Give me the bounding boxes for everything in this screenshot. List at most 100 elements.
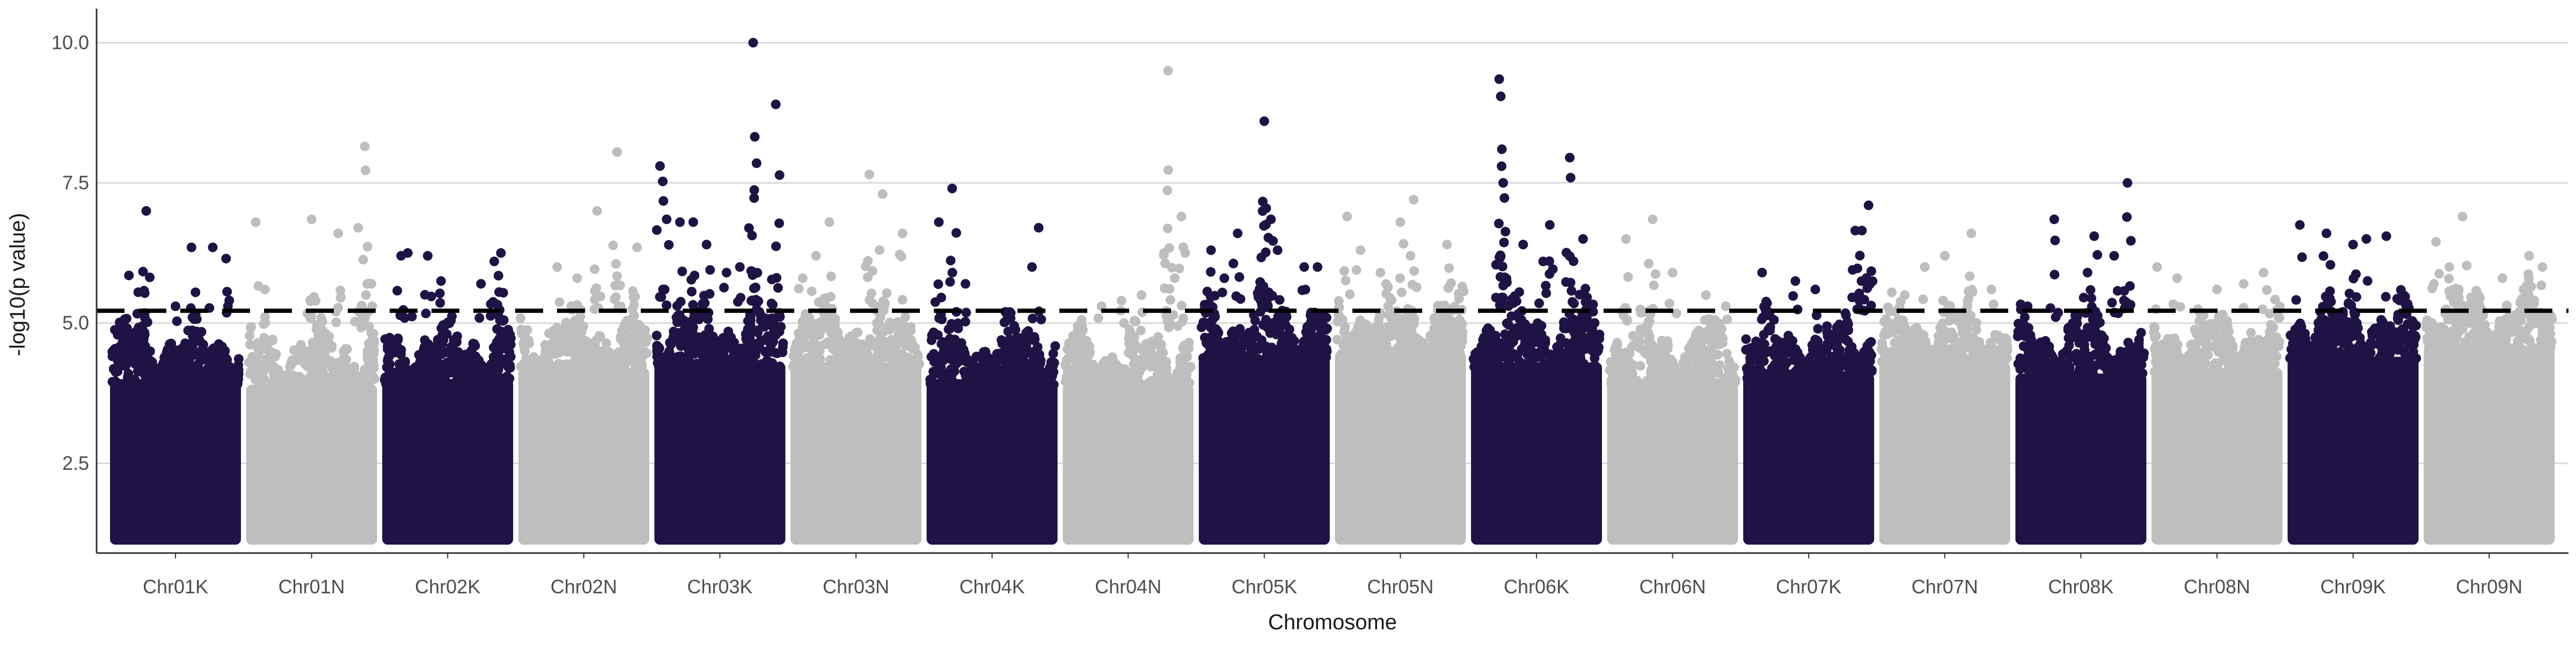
data-point [1623,272,1633,282]
data-point [1234,272,1244,282]
peak-point [1206,245,1216,255]
data-point [380,335,390,344]
data-point [623,338,633,347]
data-point [427,292,436,301]
data-point [880,302,889,311]
data-point [750,132,759,142]
data-point [257,376,266,386]
chromosome-series-chr03n [788,170,924,544]
data-point [1853,374,1863,384]
data-point [555,297,565,307]
data-point [122,314,131,323]
data-point [1280,315,1290,324]
data-point [1649,280,1659,290]
peak-point [496,248,506,258]
data-point [1002,380,1012,389]
data-point [365,371,375,381]
peak-point [961,279,970,289]
data-point [482,369,492,379]
data-point [1855,251,1865,260]
data-point [863,256,873,266]
data-point [1800,373,1810,382]
data-point [1517,325,1527,335]
data-point [1582,344,1592,353]
data-point [798,322,808,331]
data-point [1147,376,1157,386]
chromosome-series-chr02n [516,147,652,544]
data-point [1389,315,1399,325]
data-point [1649,378,1658,388]
data-point [1501,227,1510,236]
data-point [501,344,511,354]
data-point [1409,266,1419,276]
data-point [738,351,748,361]
data-point [863,272,873,282]
data-point [198,343,208,352]
data-point [1791,350,1801,360]
data-point [1180,343,1189,353]
dense-points-block [791,362,921,544]
data-point [602,338,611,348]
data-point [1266,328,1276,338]
data-point [1571,362,1580,372]
data-point [486,299,496,309]
data-point [1803,360,1813,370]
data-point [1855,296,1864,306]
data-point [635,365,645,375]
peak-point [1034,223,1043,232]
data-point [516,314,525,323]
data-point [1652,357,1662,367]
data-point [1304,344,1313,353]
data-point [214,379,224,389]
data-point [1786,339,1796,348]
data-point [1642,349,1651,359]
data-point [224,376,234,386]
peak-point [221,254,231,264]
peak-point [722,268,731,278]
data-point [1704,360,1714,369]
data-point [1163,223,1173,233]
data-point [1396,323,1406,333]
dense-points-block [1471,362,1602,544]
data-point [1841,308,1850,318]
data-point [1013,380,1022,389]
data-point [1518,345,1528,355]
data-point [655,344,664,353]
data-point [350,317,360,326]
data-point [1741,335,1751,344]
data-point [632,326,642,336]
data-point [1967,285,1977,294]
data-point [1631,376,1641,386]
data-point [1696,379,1706,388]
data-point [861,362,870,372]
data-point [946,256,955,265]
data-point [791,343,800,352]
data-point [142,357,152,366]
data-point [1133,379,1143,389]
data-point [700,298,709,308]
data-point [642,348,652,358]
data-point [876,359,885,368]
data-point [264,361,274,371]
data-point [1569,326,1579,336]
data-point [875,245,884,255]
data-point [611,292,621,302]
data-point [108,352,118,361]
data-point [142,317,151,327]
data-point [1965,272,1974,281]
data-point [1945,344,1955,354]
data-point [775,170,785,180]
data-point [1590,360,1599,370]
peak-point [632,243,642,252]
data-point [1080,366,1090,376]
data-point [1400,348,1410,358]
data-point [956,338,966,348]
data-point [246,323,255,333]
data-point [415,350,425,360]
data-point [1316,335,1326,345]
data-point [688,300,698,310]
data-point [1094,314,1103,323]
peak-point [1648,214,1657,224]
peak-point [1966,229,1976,238]
